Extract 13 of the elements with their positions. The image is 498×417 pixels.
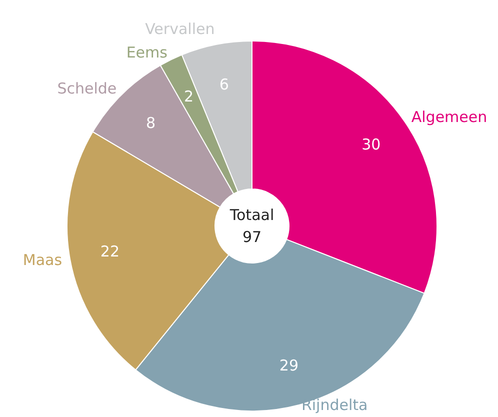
text: 97	[242, 228, 262, 246]
data-label: 29	[279, 356, 299, 374]
slice-label: Vervallen	[145, 20, 215, 38]
text: Totaal	[228, 206, 274, 224]
slice-label: Eems	[126, 44, 168, 62]
slice-label: Schelde	[57, 79, 117, 98]
slice-label: Algemeen	[411, 108, 488, 126]
data-label: 6	[219, 75, 229, 94]
data-label: 2	[184, 87, 194, 106]
data-label: 8	[146, 114, 156, 132]
slice-label: Maas	[22, 251, 62, 270]
data-label: 30	[362, 136, 381, 154]
data-label: 22	[100, 242, 120, 261]
